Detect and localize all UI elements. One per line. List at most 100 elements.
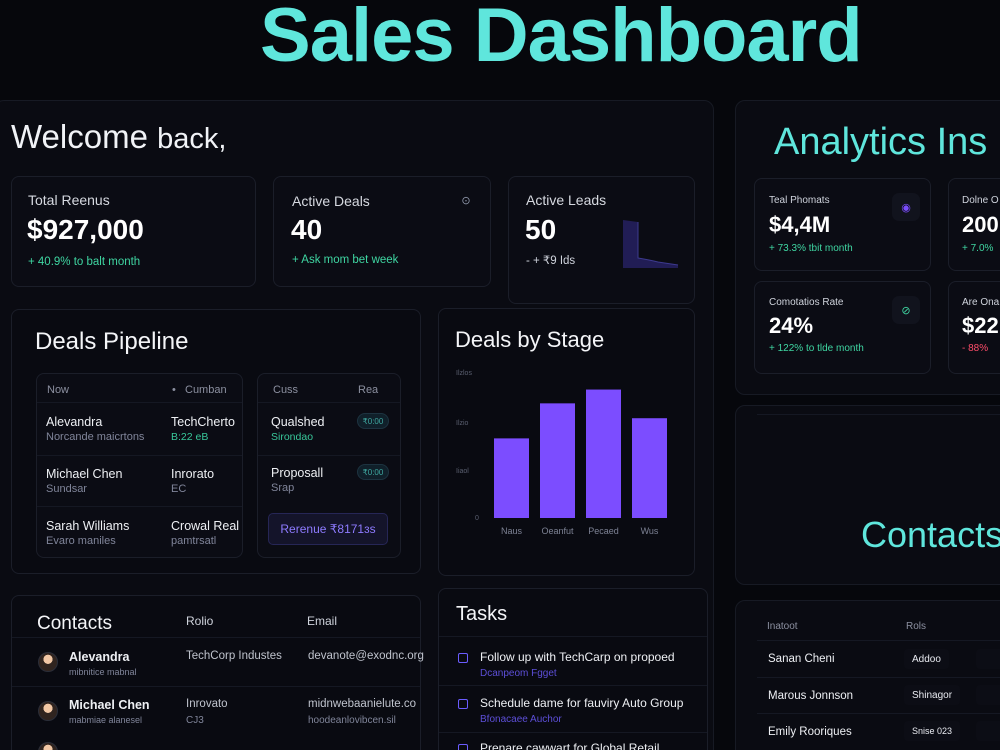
contact-email[interactable]: midnwebaanielute.co bbox=[308, 698, 417, 710]
target-icon: ◉ bbox=[892, 193, 920, 221]
divider bbox=[12, 686, 420, 687]
analytics-value: 200 bbox=[962, 212, 999, 237]
pipeline-sub: Norcande maicrtons bbox=[46, 431, 145, 443]
task-checkbox[interactable] bbox=[458, 744, 468, 750]
contact-tag-extra bbox=[976, 721, 1000, 741]
task-checkbox[interactable] bbox=[458, 699, 468, 709]
stage-sub: Sirondao bbox=[271, 431, 314, 443]
contacts-right-panel bbox=[735, 405, 1000, 585]
divider bbox=[37, 506, 242, 507]
avatar bbox=[38, 701, 58, 721]
pipeline-company-sub: EC bbox=[171, 483, 187, 495]
bar-pecaed[interactable] bbox=[586, 389, 621, 518]
col-header: Rea bbox=[358, 384, 379, 396]
kpi-value: 40 bbox=[291, 214, 323, 245]
y-tick-label: 0 bbox=[475, 515, 479, 522]
deals-by-stage-chart: Ilzlos Ilzio Iiaol 0 Naus Oeanfut Pecaed Wus bbox=[456, 370, 667, 536]
analytics-card[interactable] bbox=[948, 178, 1000, 271]
kpi-value: 50 bbox=[525, 214, 557, 245]
contact-company: TechCorp Industes bbox=[186, 650, 282, 662]
contact-sub: mibnitice mabnal bbox=[69, 667, 137, 677]
kpi-label: Total Reenus bbox=[28, 192, 110, 208]
kpi-delta: + 40.9% to balt month bbox=[28, 256, 141, 268]
pipeline-name[interactable]: Michael Chen bbox=[46, 467, 123, 481]
avatar bbox=[38, 652, 58, 672]
contact-name[interactable]: Michael Chen bbox=[69, 698, 150, 712]
conversion-icon: ⊘ bbox=[892, 296, 920, 324]
divider bbox=[757, 640, 1000, 641]
pipeline-title: Deals Pipeline bbox=[35, 328, 189, 355]
contact-name[interactable]: Marous Jonnson bbox=[768, 690, 854, 702]
bar-oeanfut[interactable] bbox=[540, 403, 575, 518]
stage-name[interactable]: Proposall bbox=[271, 466, 324, 480]
divider bbox=[439, 732, 707, 733]
pipeline-company: Crowal Real bbox=[171, 519, 240, 533]
col-header: Rols bbox=[906, 621, 927, 632]
divider bbox=[37, 455, 242, 456]
contact-name[interactable]: Emily Rooriques bbox=[768, 726, 852, 738]
welcome-rest: back, bbox=[157, 123, 227, 155]
analytics-delta: + 122% to tlde month bbox=[769, 343, 864, 354]
col-header-dot: • bbox=[172, 384, 176, 396]
analytics-delta: + 73.3% tbit month bbox=[769, 243, 853, 254]
kpi-delta: - + ₹9 Ids bbox=[526, 255, 576, 267]
divider bbox=[12, 637, 420, 638]
divider bbox=[258, 455, 400, 456]
kpi-card-deals[interactable] bbox=[273, 176, 491, 287]
pipeline-company: Inrorato bbox=[171, 467, 215, 481]
x-tick-label: Pecaed bbox=[588, 526, 619, 536]
bar-naus[interactable] bbox=[494, 438, 529, 518]
contact-sub: mabmiae alanesel bbox=[69, 715, 143, 725]
stage-name[interactable]: Qualshed bbox=[271, 415, 325, 429]
y-tick-label: Iiaol bbox=[456, 468, 469, 475]
pipeline-company-sub: pamtrsatl bbox=[171, 535, 217, 547]
col-header: Now bbox=[47, 384, 70, 396]
pipeline-sub: Evaro maniles bbox=[46, 535, 116, 547]
y-tick-label: Ilzio bbox=[456, 420, 469, 427]
x-tick-label: Wus bbox=[641, 526, 659, 536]
kpi-card-revenue[interactable] bbox=[11, 176, 256, 287]
kpi-value: $927,000 bbox=[27, 214, 144, 245]
kpi-delta: + Ask mom bet week bbox=[292, 254, 399, 266]
analytics-value: $22 bbox=[962, 313, 999, 338]
settings-icon[interactable]: ⊙ bbox=[461, 194, 471, 207]
analytics-delta: + 7.0% bbox=[962, 243, 994, 254]
col-header: Inatoot bbox=[767, 621, 798, 632]
contact-company-sub: CJ3 bbox=[186, 715, 204, 726]
contacts-right-title: Contacts bbox=[861, 514, 1000, 555]
task-sub: Dcanpeom Fgget bbox=[480, 668, 557, 679]
kpi-card-leads[interactable] bbox=[508, 176, 695, 304]
pipeline-name[interactable]: Sarah Williams bbox=[46, 519, 130, 533]
divider bbox=[439, 685, 707, 686]
analytics-delta: - 88% bbox=[962, 343, 989, 354]
contacts-panel bbox=[11, 595, 421, 750]
divider bbox=[757, 677, 1000, 678]
x-tick-label: Naus bbox=[501, 526, 523, 536]
bar-wus[interactable] bbox=[632, 418, 667, 518]
contact-tag: Shinagor bbox=[904, 685, 961, 705]
task-sub: Bfonacaee Auchor bbox=[480, 714, 562, 725]
analytics-card[interactable] bbox=[948, 281, 1000, 374]
task-checkbox[interactable] bbox=[458, 653, 468, 663]
y-tick-label: Ilzlos bbox=[456, 370, 472, 377]
kpi-label: Active Leads bbox=[526, 192, 607, 208]
contact-tag-extra bbox=[976, 685, 1000, 705]
divider bbox=[439, 636, 707, 637]
pipeline-name[interactable]: Alevandra bbox=[46, 415, 103, 429]
pipeline-company: TechCherto bbox=[171, 415, 235, 429]
analytics-value: $4,4M bbox=[769, 212, 831, 237]
contact-name[interactable]: Sanan Cheni bbox=[768, 653, 835, 665]
revenue-button[interactable]: Rerenue ₹8171ɜs bbox=[268, 513, 388, 545]
contact-email-sub: hoodeanlovibcen.sil bbox=[308, 715, 396, 726]
page-title: Sales Dashboard bbox=[260, 0, 863, 78]
leads-mini-chart bbox=[623, 220, 679, 268]
contact-company: Inrovato bbox=[186, 698, 228, 710]
contacts-title: Contacts bbox=[37, 613, 112, 634]
contact-tag: Addoo bbox=[904, 649, 949, 669]
contact-email[interactable]: devanote@exodnc.org bbox=[308, 650, 424, 662]
stage-pill: ₹0:00 bbox=[357, 413, 389, 429]
contact-name[interactable]: Alevandra bbox=[69, 650, 130, 664]
pipeline-company-sub: B:22 eB bbox=[171, 431, 209, 443]
chart-title: Deals by Stage bbox=[455, 327, 605, 352]
